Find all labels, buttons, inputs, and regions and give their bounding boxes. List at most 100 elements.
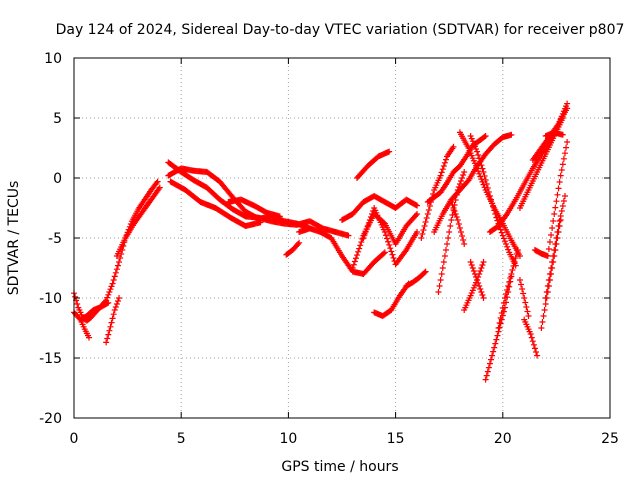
- data-point: [541, 307, 548, 313]
- data-track: [354, 148, 393, 181]
- data-point: [414, 211, 421, 217]
- data-point: [564, 105, 571, 112]
- data-point: [450, 205, 457, 211]
- data-track: [424, 133, 489, 205]
- data-point: [564, 139, 571, 145]
- data-point: [453, 214, 460, 220]
- data-point: [481, 133, 488, 140]
- data-point: [514, 247, 521, 253]
- data-point: [501, 295, 508, 301]
- data-point: [385, 238, 392, 245]
- data-point: [388, 248, 395, 255]
- data-point: [461, 241, 468, 247]
- data-point: [493, 214, 500, 221]
- data-point: [355, 248, 362, 255]
- data-point: [451, 208, 458, 214]
- data-point: [498, 310, 505, 316]
- data-point: [86, 334, 93, 341]
- data-point: [525, 313, 532, 319]
- data-track: [516, 115, 566, 211]
- data-point: [457, 178, 464, 184]
- data-point: [484, 368, 491, 375]
- data-point: [483, 372, 490, 379]
- data-track: [339, 193, 421, 223]
- data-point: [112, 304, 119, 310]
- data-point: [561, 150, 568, 157]
- data-point: [367, 214, 374, 220]
- data-point: [456, 225, 463, 231]
- data-point: [498, 229, 505, 236]
- data-point: [491, 344, 498, 351]
- chart-title: Day 124 of 2024, Sidereal Day-to-day VTE…: [56, 22, 625, 38]
- data-point: [296, 239, 303, 246]
- data-point: [117, 255, 124, 261]
- data-point: [476, 283, 483, 289]
- data-point: [548, 232, 555, 238]
- data-point: [476, 155, 483, 162]
- data-point: [469, 265, 476, 271]
- data-point: [110, 311, 117, 318]
- data-point: [482, 376, 489, 383]
- data-point: [460, 237, 467, 243]
- data-point: [503, 291, 510, 297]
- data-point: [110, 277, 117, 283]
- data-point: [345, 232, 352, 239]
- data-point: [492, 340, 499, 347]
- data-point: [557, 172, 564, 179]
- data-point: [426, 203, 433, 209]
- data-point: [420, 227, 427, 233]
- y-tick-label: 0: [53, 171, 62, 187]
- data-point: [354, 252, 361, 259]
- data-point: [459, 233, 466, 239]
- data-point: [550, 259, 557, 265]
- data-point: [559, 131, 566, 138]
- data-point: [563, 144, 570, 151]
- data-track: [403, 268, 429, 289]
- data-point: [497, 226, 504, 233]
- x-tick-label: 0: [70, 431, 79, 447]
- data-point: [552, 247, 559, 253]
- data-point: [485, 364, 492, 371]
- data-point: [477, 286, 484, 292]
- data-point: [475, 168, 482, 175]
- data-point: [538, 325, 545, 331]
- data-track: [167, 178, 264, 229]
- data-point: [365, 220, 372, 226]
- data-point: [484, 185, 491, 191]
- data-point: [478, 289, 485, 295]
- data-point: [467, 259, 474, 265]
- data-point: [554, 235, 561, 241]
- data-point: [456, 181, 463, 187]
- data-point: [488, 356, 495, 363]
- data-point: [364, 223, 371, 229]
- data-point: [476, 170, 483, 177]
- data-point: [276, 213, 283, 220]
- data-track: [495, 247, 521, 331]
- data-point: [475, 274, 482, 280]
- data-point: [441, 253, 448, 259]
- data-point: [516, 253, 523, 259]
- x-tick-label: 15: [387, 431, 405, 447]
- data-point: [382, 232, 389, 239]
- data-point: [548, 271, 555, 277]
- data-point: [257, 219, 264, 226]
- data-point: [108, 283, 115, 290]
- data-point: [363, 226, 370, 232]
- data-track: [225, 196, 283, 220]
- data-track: [448, 199, 468, 247]
- data-point: [529, 338, 536, 345]
- data-point: [559, 161, 566, 168]
- data-point: [494, 217, 501, 224]
- data-point: [448, 217, 455, 223]
- data-point: [358, 239, 365, 246]
- data-point: [386, 148, 393, 155]
- data-track: [296, 225, 388, 277]
- data-point: [414, 229, 421, 235]
- data-point: [111, 273, 118, 280]
- data-point: [527, 331, 534, 337]
- data-point: [479, 292, 486, 298]
- data-point: [503, 241, 510, 247]
- data-point: [114, 262, 121, 269]
- data-track: [521, 316, 541, 359]
